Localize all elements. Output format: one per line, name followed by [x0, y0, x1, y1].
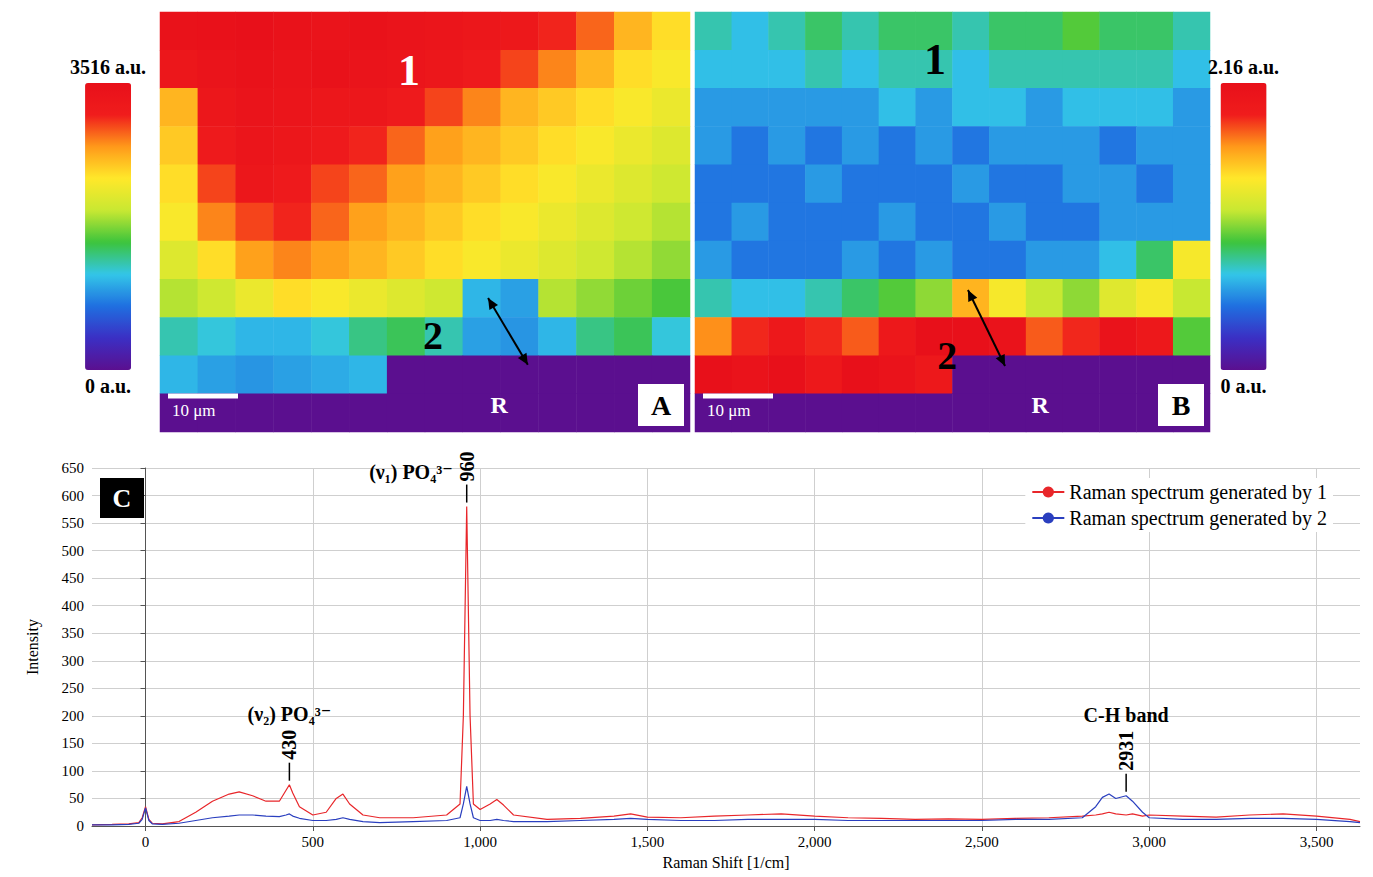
svg-text:3516 a.u.: 3516 a.u.	[70, 56, 146, 78]
svg-text:3,000: 3,000	[1132, 834, 1166, 850]
svg-text:600: 600	[62, 488, 85, 504]
svg-text:500: 500	[62, 543, 85, 559]
svg-text:550: 550	[62, 515, 85, 531]
svg-text:0 a.u.: 0 a.u.	[85, 375, 131, 397]
svg-text:Intensity: Intensity	[24, 619, 42, 675]
svg-text:350: 350	[62, 625, 85, 641]
svg-text:960: 960	[456, 452, 478, 482]
svg-text:(ν₂) PO₄³⁻: (ν₂) PO₄³⁻	[248, 703, 332, 726]
svg-text:10 μm: 10 μm	[172, 401, 216, 420]
svg-text:B: B	[1172, 390, 1191, 421]
svg-text:2: 2	[937, 333, 957, 378]
svg-text:430: 430	[278, 730, 300, 760]
svg-text:Raman Shift [1/cm]: Raman Shift [1/cm]	[662, 854, 789, 871]
svg-text:500: 500	[302, 834, 325, 850]
svg-text:2,500: 2,500	[965, 834, 999, 850]
svg-text:Raman spectrum generated by 1: Raman spectrum generated by 1	[1069, 481, 1327, 504]
svg-text:C-H band: C-H band	[1084, 704, 1169, 726]
svg-text:0: 0	[77, 818, 85, 834]
svg-text:250: 250	[62, 680, 85, 696]
svg-text:650: 650	[62, 460, 85, 476]
svg-text:200: 200	[62, 708, 85, 724]
svg-text:Raman spectrum generated by 2: Raman spectrum generated by 2	[1069, 507, 1327, 530]
svg-text:0 a.u.: 0 a.u.	[1220, 375, 1266, 397]
svg-text:1: 1	[398, 46, 420, 95]
svg-text:2,000: 2,000	[798, 834, 832, 850]
svg-text:100: 100	[62, 763, 85, 779]
svg-text:2.16 a.u.: 2.16 a.u.	[1208, 56, 1279, 78]
svg-text:2931: 2931	[1115, 731, 1137, 771]
svg-text:450: 450	[62, 570, 85, 586]
svg-text:300: 300	[62, 653, 85, 669]
svg-text:3,500: 3,500	[1300, 834, 1334, 850]
svg-text:400: 400	[62, 598, 85, 614]
svg-text:1,000: 1,000	[463, 834, 497, 850]
svg-text:150: 150	[62, 735, 85, 751]
svg-text:10 μm: 10 μm	[707, 401, 751, 420]
svg-text:C: C	[113, 484, 132, 513]
svg-text:50: 50	[69, 790, 84, 806]
svg-text:R: R	[1031, 392, 1049, 418]
svg-text:1: 1	[924, 35, 946, 84]
svg-text:R: R	[491, 392, 509, 418]
svg-text:(ν₁) PO₄³⁻: (ν₁) PO₄³⁻	[369, 461, 453, 484]
svg-text:2: 2	[423, 313, 443, 358]
svg-text:A: A	[651, 390, 672, 421]
svg-text:1,500: 1,500	[631, 834, 665, 850]
svg-text:0: 0	[142, 834, 150, 850]
